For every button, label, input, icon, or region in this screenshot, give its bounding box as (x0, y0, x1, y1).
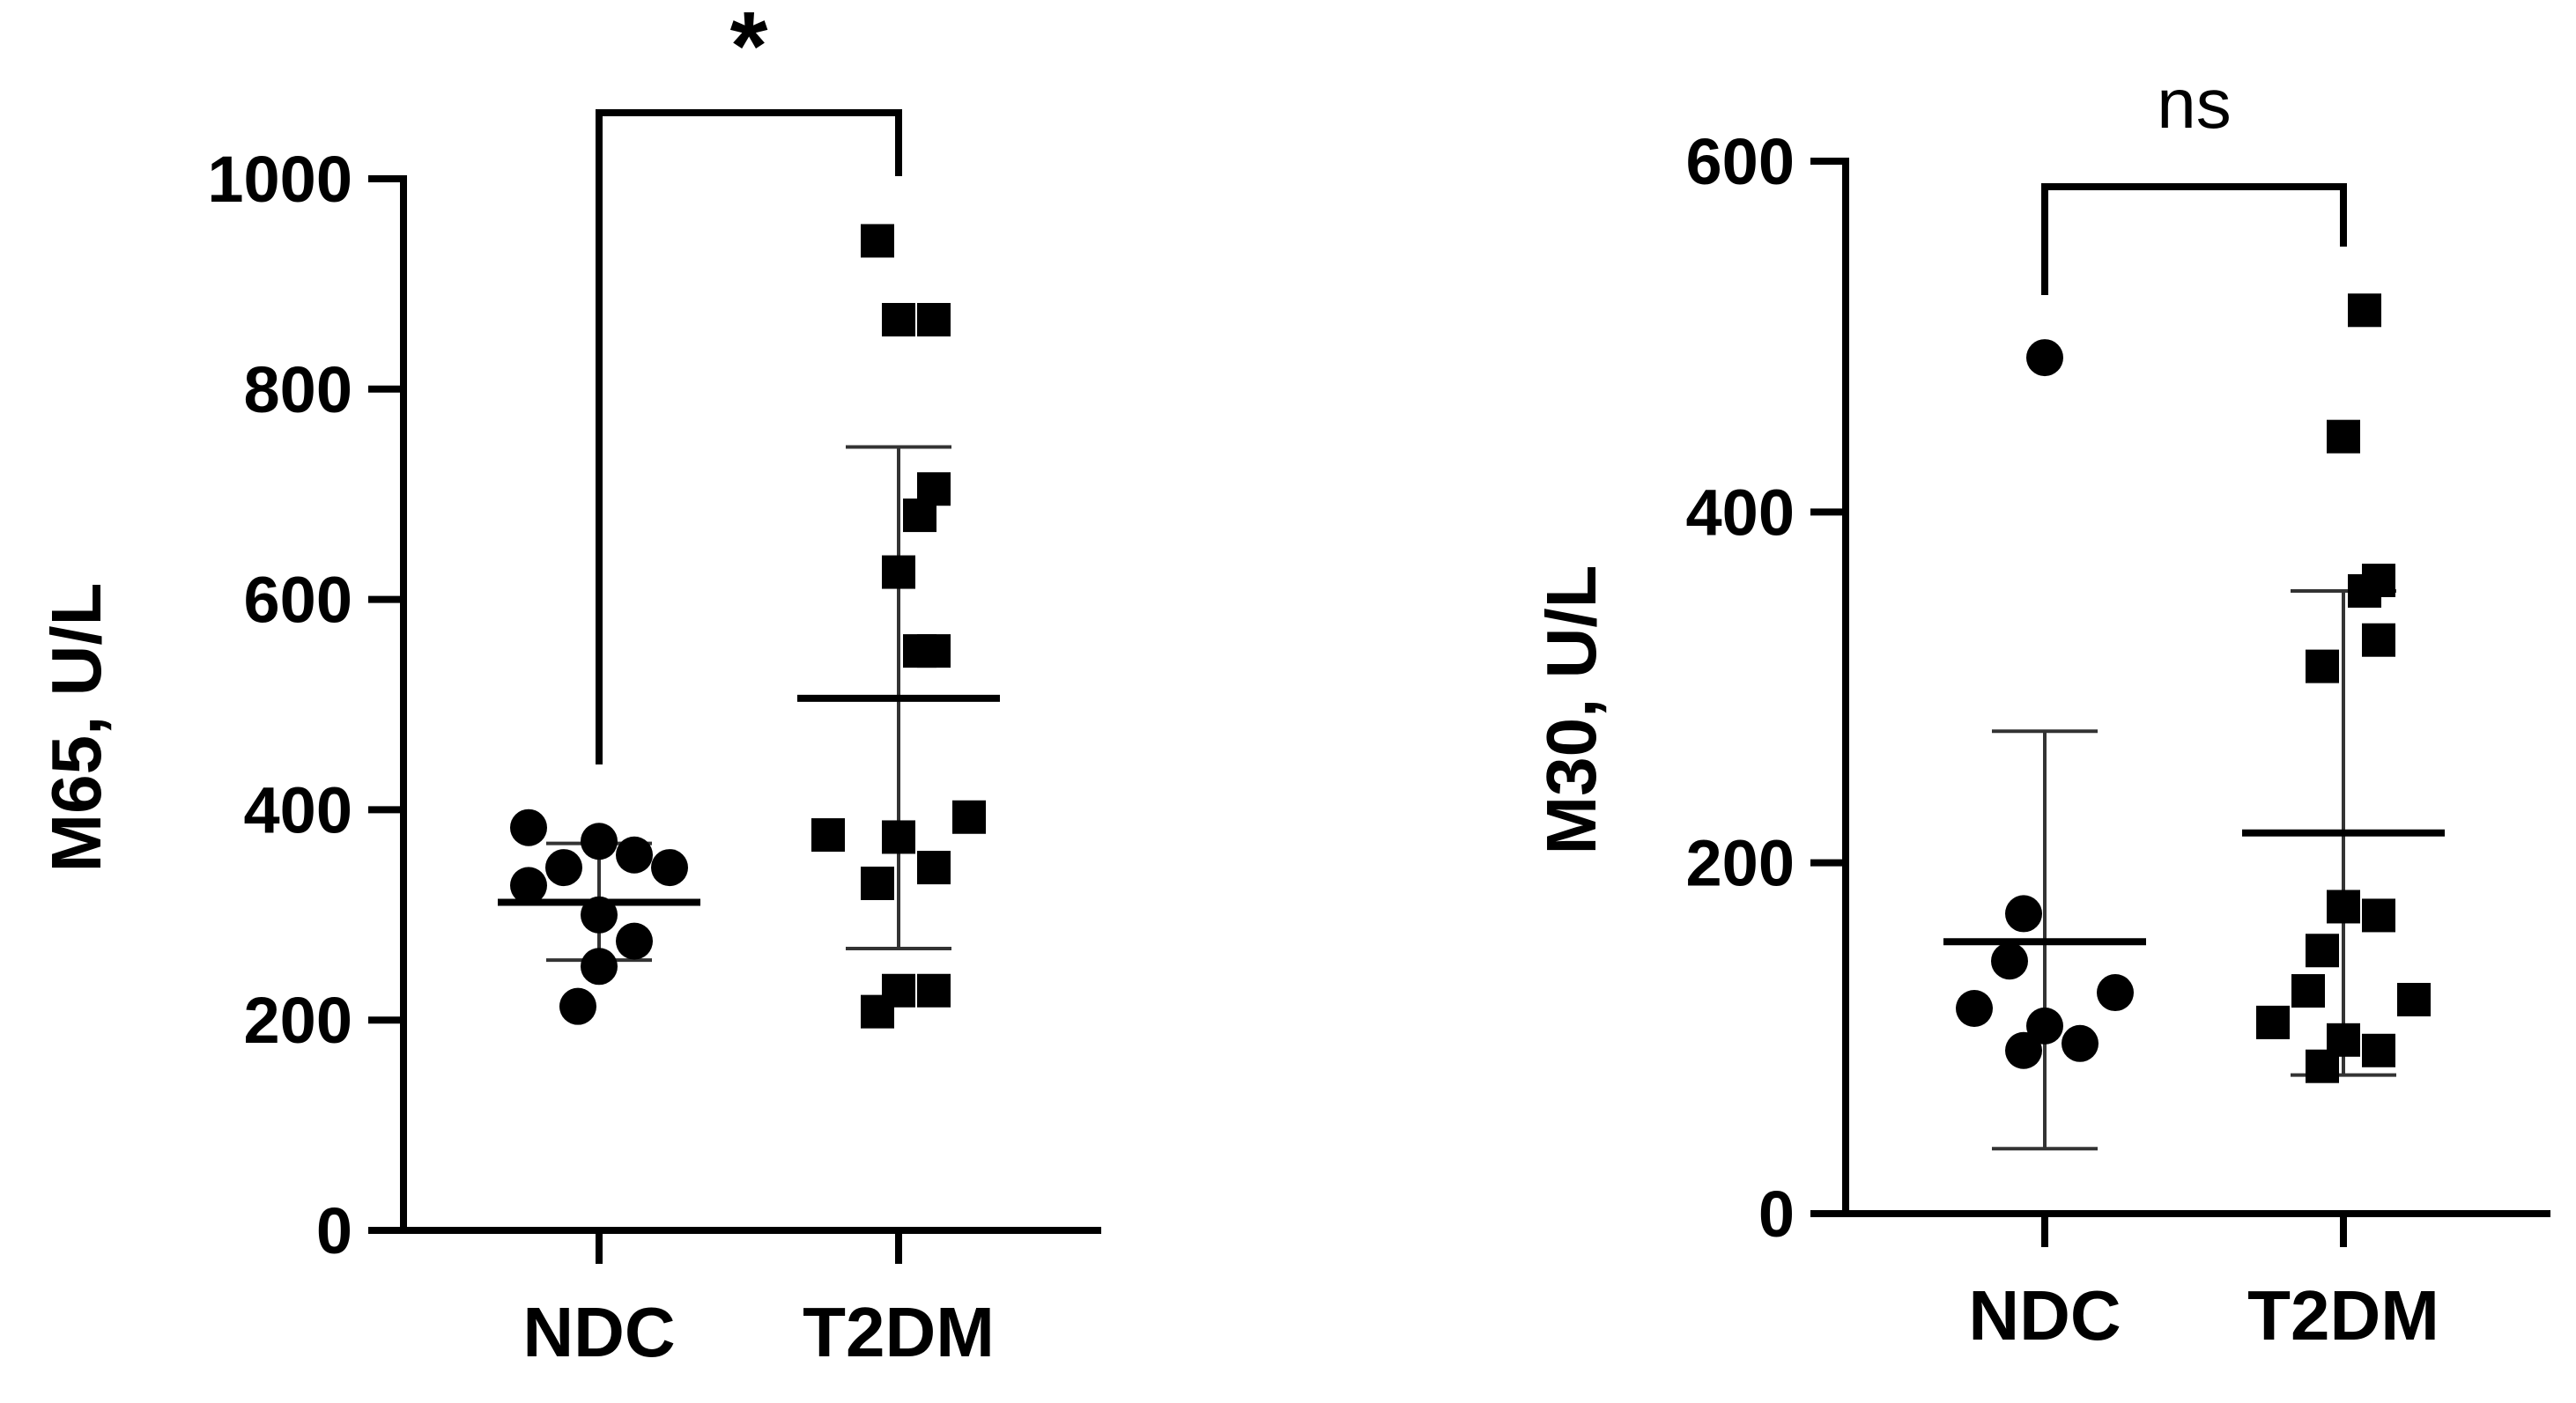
data-point (882, 973, 915, 1008)
x-tick-label: T2DM (2247, 1276, 2439, 1355)
data-point (811, 818, 845, 853)
y-axis-title: M30, U/L (1532, 565, 1610, 855)
data-point (581, 823, 618, 860)
data-point (2291, 974, 2325, 1008)
y-tick-label: 1000 (207, 143, 352, 216)
data-point (917, 973, 951, 1008)
y-tick-label: 200 (244, 984, 352, 1057)
y-tick-label: 800 (244, 353, 352, 426)
data-point (1991, 942, 2028, 980)
data-point (882, 555, 915, 589)
significance-bracket (596, 109, 902, 764)
data-point (2097, 974, 2134, 1012)
data-point (545, 849, 582, 887)
data-point (917, 472, 951, 506)
y-axis-title: M65, U/L (37, 583, 115, 873)
data-point (2397, 983, 2431, 1017)
data-point (2256, 1005, 2290, 1039)
data-point (917, 634, 951, 668)
data-point (510, 867, 547, 905)
data-point (861, 224, 894, 258)
data-point (581, 948, 618, 986)
data-point (559, 987, 596, 1025)
x-tick-label: NDC (522, 1293, 675, 1371)
data-point (2362, 898, 2395, 933)
significance-label: ns (2157, 64, 2232, 143)
data-point (2327, 1023, 2360, 1057)
data-point (2026, 1007, 2063, 1045)
data-point (2062, 1024, 2099, 1062)
y-tick-label: 400 (1686, 476, 1795, 549)
data-point (510, 809, 547, 846)
y-tick-label: 400 (244, 773, 352, 846)
data-point (2005, 895, 2042, 933)
data-point (2327, 890, 2360, 924)
data-point (2327, 419, 2360, 454)
data-point (2026, 339, 2063, 377)
data-point (2306, 934, 2339, 968)
data-point (882, 302, 915, 336)
data-point (616, 922, 653, 960)
significance-bracket (2041, 183, 2347, 295)
data-point (2362, 623, 2395, 657)
data-point (651, 849, 688, 887)
x-tick-label: NDC (1968, 1276, 2121, 1355)
data-point (2306, 649, 2339, 683)
data-point (917, 851, 951, 885)
data-point (2005, 1031, 2042, 1069)
chart-panel-m65: 0 200 400 600 800 1000 M65, U/L NDC T2DM * (37, 0, 1101, 1371)
data-point (2348, 293, 2381, 328)
chart-panel-m30: 0 200 400 600 M30, U/L NDC T2DM ns (1532, 64, 2550, 1355)
y-tick-label: 600 (244, 564, 352, 637)
x-tick-label: T2DM (803, 1293, 995, 1371)
data-point (1956, 989, 1993, 1027)
y-tick-label: 0 (316, 1194, 352, 1267)
data-point (952, 800, 986, 834)
significance-label: * (730, 0, 768, 100)
data-point (2362, 564, 2395, 598)
y-tick-label: 0 (1758, 1178, 1795, 1251)
y-tick-label: 600 (1686, 125, 1795, 198)
data-point (861, 866, 894, 900)
y-tick-label: 200 (1686, 827, 1795, 900)
data-point (616, 836, 653, 874)
data-point (2362, 1033, 2395, 1067)
data-point (882, 820, 915, 854)
data-point (917, 302, 951, 336)
